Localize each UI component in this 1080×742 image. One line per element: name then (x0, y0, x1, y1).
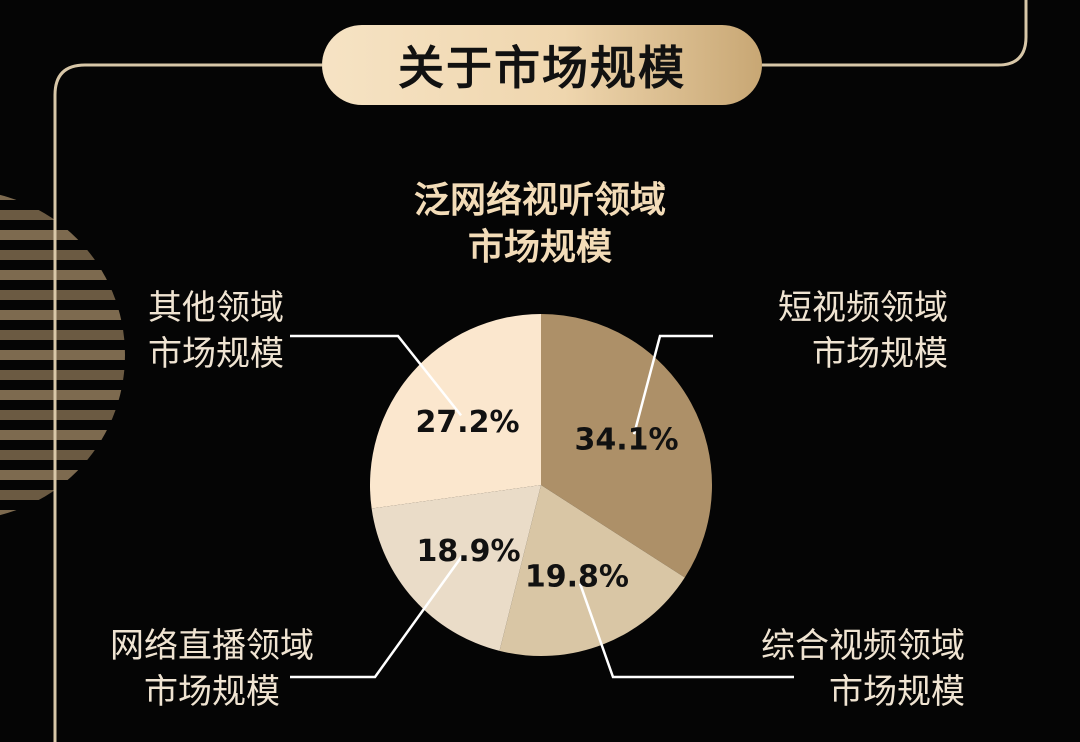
callout-comprehensive-video: 综合视频领域 市场规模 (761, 624, 965, 715)
callout-short-video: 短视频领域 市场规模 (778, 286, 948, 377)
stripe (0, 290, 125, 300)
stripe (0, 250, 125, 260)
leader-line (290, 334, 463, 417)
callout-line: 市场规模 (148, 333, 284, 374)
page-title: 关于市场规模 (322, 25, 762, 105)
pie-slice-live-streaming (371, 485, 541, 651)
pie-slice-other (370, 314, 541, 509)
stripe (0, 450, 125, 460)
slice-value-label: 18.9% (416, 534, 520, 569)
leader-line (632, 334, 713, 435)
pie-slice-short-video (541, 314, 713, 578)
leader-line (290, 555, 464, 679)
stripe (0, 330, 125, 340)
stripe (0, 310, 125, 320)
frame-line-right (762, 0, 1028, 67)
stripe (0, 350, 125, 360)
callout-line: 其他领域 (148, 288, 284, 328)
chart-title-line-2: 市场规模 (467, 226, 612, 268)
frame-line-left (53, 63, 322, 742)
callout-line: 市场规模 (829, 671, 965, 712)
stripe (0, 470, 125, 480)
stripe (0, 270, 125, 280)
slice-value-label: 19.8% (525, 560, 629, 595)
slice-value-label: 27.2% (415, 405, 519, 440)
chart-title: 泛网络视听领域 市场规模 (340, 178, 740, 272)
stripe (0, 230, 125, 240)
chart-title-line-1: 泛网络视听领域 (413, 180, 666, 221)
slice-value-label: 34.1% (575, 422, 679, 457)
stripe (0, 410, 125, 420)
pie-slice-comprehensive-video (499, 485, 685, 657)
leader-line (578, 583, 794, 679)
callout-line: 市场规模 (812, 333, 948, 374)
stripe (0, 430, 125, 440)
callout-line: 短视频领域 (778, 288, 948, 328)
stripe (0, 390, 125, 400)
callout-line: 市场规模 (144, 671, 280, 712)
callout-other: 其他领域 市场规模 (148, 286, 284, 377)
callout-line: 网络直播领域 (110, 626, 314, 666)
stripe (0, 370, 125, 380)
callout-live-streaming: 网络直播领域 市场规模 (110, 624, 314, 715)
callout-line: 综合视频领域 (761, 626, 965, 666)
